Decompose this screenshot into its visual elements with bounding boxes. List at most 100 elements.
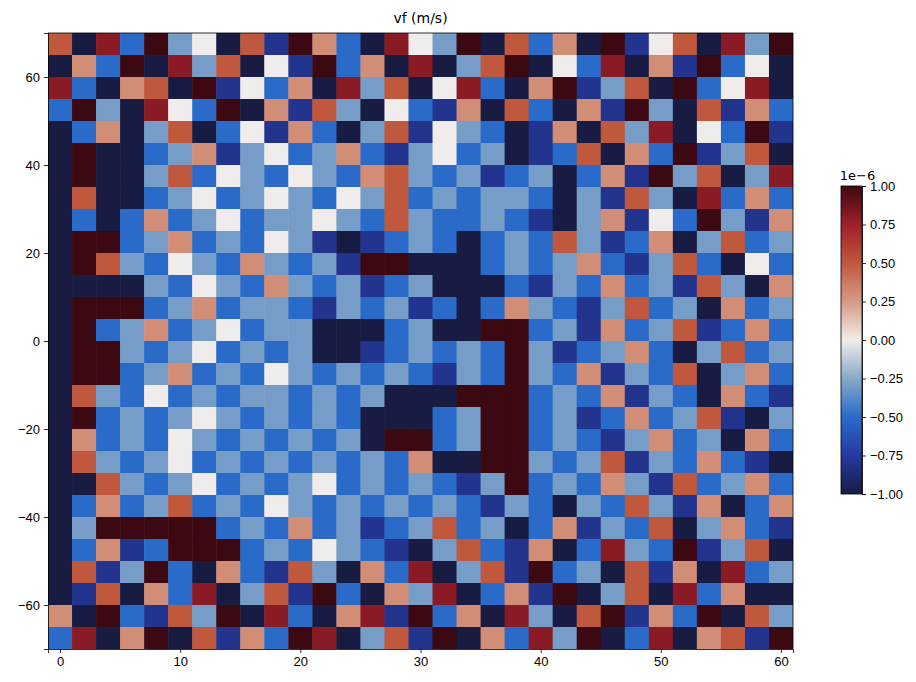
heatmap-cell [72, 341, 97, 364]
tick-label: −20 [18, 422, 40, 437]
heatmap-cell [72, 99, 97, 122]
heatmap-cell [745, 539, 770, 562]
heatmap-cell [529, 407, 554, 430]
heatmap-cell [168, 561, 193, 584]
heatmap-cell [48, 275, 73, 298]
heatmap-cell [240, 99, 265, 122]
heatmap-cell [433, 297, 458, 320]
heatmap-cell [192, 363, 217, 386]
tick-mark [44, 605, 48, 606]
heatmap-cell [481, 55, 506, 78]
heatmap-cell [481, 627, 506, 649]
heatmap-cell [697, 627, 722, 649]
heatmap-cell [625, 385, 650, 408]
tick-mark [862, 417, 866, 418]
tick: 60 [774, 649, 788, 669]
heatmap-cell [120, 143, 145, 166]
tick-mark [862, 263, 866, 264]
heatmap-cell [625, 275, 650, 298]
heatmap-cell [433, 165, 458, 188]
heatmap-cell [457, 253, 482, 276]
heatmap-cell [577, 143, 602, 166]
heatmap-cell [48, 33, 73, 56]
heatmap-cell [625, 187, 650, 210]
heatmap-cell [336, 495, 361, 518]
heatmap-cell [745, 165, 770, 188]
heatmap-cell [120, 341, 145, 364]
heatmap-cell [168, 319, 193, 342]
heatmap-cell [529, 55, 554, 78]
heatmap-cell [336, 517, 361, 540]
heatmap-cell [673, 627, 698, 649]
heatmap-cell [457, 121, 482, 144]
heatmap-cell [192, 429, 217, 452]
heatmap-cell [481, 451, 506, 474]
heatmap-cell [96, 121, 121, 144]
heatmap-cell [408, 297, 433, 320]
heatmap-cell [96, 363, 121, 386]
heatmap-cell [120, 363, 145, 386]
heatmap-cell [360, 473, 385, 496]
heatmap-cell [577, 55, 602, 78]
heatmap-cell [48, 319, 73, 342]
heatmap-cell [312, 451, 337, 474]
heatmap-cell [144, 429, 169, 452]
heatmap-cell [649, 407, 674, 430]
tick: 20 [26, 246, 48, 261]
heatmap-cell [96, 209, 121, 232]
heatmap-cell [769, 275, 793, 298]
heatmap-cell [601, 99, 626, 122]
heatmap-cell [216, 605, 241, 628]
heatmap-cell [240, 55, 265, 78]
heatmap-cell [745, 561, 770, 584]
heatmap-cell [577, 165, 602, 188]
heatmap-cell [240, 363, 265, 386]
heatmap-cell [481, 495, 506, 518]
heatmap-cell [577, 605, 602, 628]
heatmap-cell [769, 165, 793, 188]
heatmap-cell [577, 121, 602, 144]
heatmap-cell [745, 253, 770, 276]
heatmap-cell [384, 583, 409, 606]
tick-label: −0.75 [870, 448, 903, 463]
heatmap-cell [625, 121, 650, 144]
heatmap-cell [288, 407, 313, 430]
heatmap-cell [457, 451, 482, 474]
heatmap-cell [192, 121, 217, 144]
heatmap-cell [457, 297, 482, 320]
heatmap-cell [288, 121, 313, 144]
heatmap-cell [264, 99, 289, 122]
heatmap-cell [408, 627, 433, 649]
heatmap-cell [120, 121, 145, 144]
heatmap-cell [481, 275, 506, 298]
heatmap-cell [72, 121, 97, 144]
tick: −1.00 [862, 487, 903, 502]
heatmap-cell [264, 451, 289, 474]
heatmap-cell [168, 363, 193, 386]
heatmap-cell [408, 473, 433, 496]
heatmap-cell [673, 209, 698, 232]
heatmap-cell [312, 187, 337, 210]
heatmap-cell [360, 99, 385, 122]
heatmap-cell [553, 495, 578, 518]
heatmap-cell [408, 275, 433, 298]
heatmap-cell [697, 209, 722, 232]
heatmap-cell [505, 561, 530, 584]
heatmap-cell [601, 495, 626, 518]
heatmap-cell [697, 253, 722, 276]
heatmap-cell [168, 385, 193, 408]
heatmap-cell [360, 187, 385, 210]
heatmap-cell [433, 55, 458, 78]
heatmap-cell [264, 363, 289, 386]
heatmap-cell [529, 77, 554, 100]
frame [793, 33, 794, 649]
heatmap-cell [553, 561, 578, 584]
heatmap-cell [48, 55, 73, 78]
heatmap-cell [601, 275, 626, 298]
heatmap-cell [529, 539, 554, 562]
heatmap-cell [601, 341, 626, 364]
heatmap-cell [264, 561, 289, 584]
heatmap-cell [769, 209, 793, 232]
heatmap-cell [192, 231, 217, 254]
heatmap-cell [216, 209, 241, 232]
